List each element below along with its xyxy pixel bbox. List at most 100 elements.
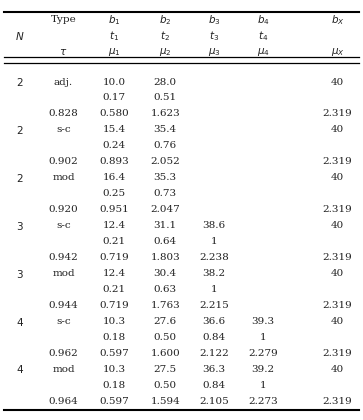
Text: 0.51: 0.51 (154, 94, 177, 102)
Text: 15.4: 15.4 (103, 126, 126, 134)
Text: 39.3: 39.3 (252, 317, 275, 326)
Text: $\tau$: $\tau$ (60, 47, 68, 57)
Text: 10.3: 10.3 (103, 317, 126, 326)
Text: 0.920: 0.920 (49, 205, 78, 214)
Text: 0.24: 0.24 (103, 142, 126, 150)
Text: 2.319: 2.319 (323, 301, 352, 310)
Text: 2.319: 2.319 (323, 349, 352, 358)
Text: 12.4: 12.4 (103, 269, 126, 278)
Text: $b_3$: $b_3$ (208, 13, 220, 26)
Text: $b_4$: $b_4$ (257, 13, 270, 26)
Text: 1.623: 1.623 (150, 110, 180, 118)
Text: 0.18: 0.18 (103, 381, 126, 390)
Text: $t_1$: $t_1$ (109, 29, 119, 42)
Text: 0.25: 0.25 (103, 189, 126, 198)
Text: 31.1: 31.1 (154, 221, 177, 230)
Text: 0.902: 0.902 (49, 158, 78, 166)
Text: mod: mod (52, 365, 75, 374)
Text: $t_4$: $t_4$ (258, 29, 268, 42)
Text: $N$: $N$ (15, 30, 25, 42)
Text: $t_3$: $t_3$ (209, 29, 219, 42)
Text: 1.803: 1.803 (150, 253, 180, 262)
Text: $2$: $2$ (16, 76, 24, 88)
Text: 35.4: 35.4 (154, 126, 177, 134)
Text: 0.21: 0.21 (103, 285, 126, 294)
Text: 1.594: 1.594 (150, 397, 180, 406)
Text: 2.319: 2.319 (323, 397, 352, 406)
Text: 2.319: 2.319 (323, 158, 352, 166)
Text: 40: 40 (331, 126, 344, 134)
Text: 0.597: 0.597 (99, 349, 129, 358)
Text: 2.273: 2.273 (248, 397, 278, 406)
Text: 36.3: 36.3 (203, 365, 226, 374)
Text: 40: 40 (331, 365, 344, 374)
Text: 10.3: 10.3 (103, 365, 126, 374)
Text: 2.319: 2.319 (323, 110, 352, 118)
Text: 0.84: 0.84 (203, 381, 226, 390)
Text: 10.0: 10.0 (103, 78, 126, 87)
Text: 1.600: 1.600 (150, 349, 180, 358)
Text: 38.6: 38.6 (203, 221, 226, 230)
Text: 30.4: 30.4 (154, 269, 177, 278)
Text: s-c: s-c (56, 221, 71, 230)
Text: 0.18: 0.18 (103, 333, 126, 342)
Text: $b_X$: $b_X$ (331, 13, 344, 26)
Text: 2.238: 2.238 (199, 253, 229, 262)
Text: $\mu_4$: $\mu_4$ (257, 46, 270, 58)
Text: $b_1$: $b_1$ (108, 13, 121, 26)
Text: 0.580: 0.580 (99, 110, 129, 118)
Text: 35.3: 35.3 (154, 173, 177, 182)
Text: 0.944: 0.944 (49, 301, 78, 310)
Text: $b_2$: $b_2$ (159, 13, 171, 26)
Text: $\mu_3$: $\mu_3$ (208, 46, 221, 58)
Text: 0.719: 0.719 (99, 253, 129, 262)
Text: 2.047: 2.047 (150, 205, 180, 214)
Text: 40: 40 (331, 78, 344, 87)
Text: $t_2$: $t_2$ (160, 29, 170, 42)
Text: 0.76: 0.76 (154, 142, 177, 150)
Text: 0.828: 0.828 (49, 110, 78, 118)
Text: 2.105: 2.105 (199, 397, 229, 406)
Text: $4$: $4$ (16, 315, 24, 328)
Text: 0.64: 0.64 (154, 237, 177, 246)
Text: 0.63: 0.63 (154, 285, 177, 294)
Text: 2.279: 2.279 (248, 349, 278, 358)
Text: $2$: $2$ (16, 124, 24, 136)
Text: 1: 1 (211, 285, 217, 294)
Text: s-c: s-c (56, 126, 71, 134)
Text: 1.763: 1.763 (150, 301, 180, 310)
Text: 1: 1 (260, 333, 266, 342)
Text: 40: 40 (331, 221, 344, 230)
Text: 2.052: 2.052 (150, 158, 180, 166)
Text: 38.2: 38.2 (203, 269, 226, 278)
Text: 0.893: 0.893 (99, 158, 129, 166)
Text: $3$: $3$ (16, 220, 24, 232)
Text: 40: 40 (331, 173, 344, 182)
Text: 40: 40 (331, 317, 344, 326)
Text: 36.6: 36.6 (203, 317, 226, 326)
Text: 2.319: 2.319 (323, 253, 352, 262)
Text: 0.50: 0.50 (154, 333, 177, 342)
Text: mod: mod (52, 269, 75, 278)
Text: 0.21: 0.21 (103, 237, 126, 246)
Text: 12.4: 12.4 (103, 221, 126, 230)
Text: adj.: adj. (54, 78, 73, 87)
Text: 40: 40 (331, 269, 344, 278)
Text: 0.951: 0.951 (99, 205, 129, 214)
Text: 27.6: 27.6 (154, 317, 177, 326)
Text: 0.17: 0.17 (103, 94, 126, 102)
Text: mod: mod (52, 173, 75, 182)
Text: 2.215: 2.215 (199, 301, 229, 310)
Text: 16.4: 16.4 (103, 173, 126, 182)
Text: s-c: s-c (56, 317, 71, 326)
Text: $\mu_2$: $\mu_2$ (159, 46, 171, 58)
Text: $\mu_X$: $\mu_X$ (331, 46, 344, 58)
Text: $4$: $4$ (16, 363, 24, 375)
Text: 1: 1 (260, 381, 266, 390)
Text: Type: Type (51, 15, 76, 24)
Text: 2.319: 2.319 (323, 205, 352, 214)
Text: 0.50: 0.50 (154, 381, 177, 390)
Text: 0.597: 0.597 (99, 397, 129, 406)
Text: 0.942: 0.942 (49, 253, 78, 262)
Text: $\mu_1$: $\mu_1$ (108, 46, 121, 58)
